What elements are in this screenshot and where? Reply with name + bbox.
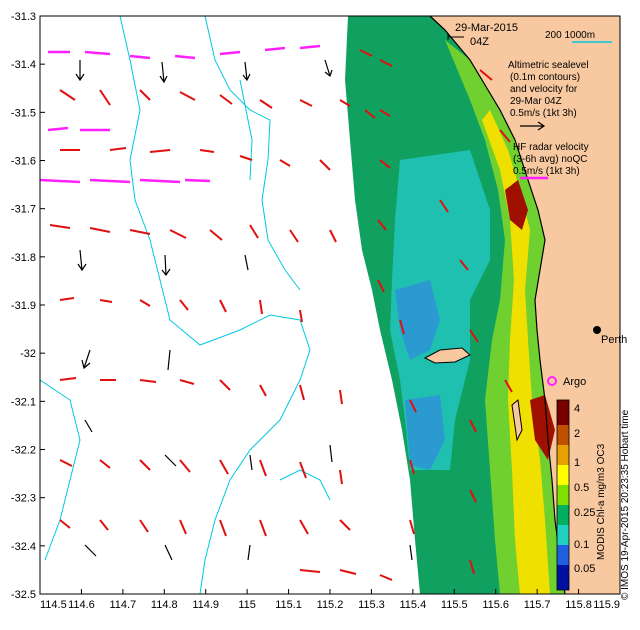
- colorbar-tick-1: 1: [574, 457, 580, 469]
- rottnest-island: [423, 347, 471, 364]
- hf-legend-line3: 0.5m/s (1kt 3h): [513, 166, 580, 177]
- colorbar: 4 2 1 0.5 0.25 0.1 0.05: [556, 399, 595, 591]
- x-tick-label: 114.5: [40, 599, 67, 611]
- coastline: [429, 15, 566, 595]
- colorbar-tick-0.5: 0.5: [574, 482, 589, 494]
- x-tick-label: 115.9: [593, 599, 620, 611]
- x-tick-label: 115.4: [399, 599, 426, 611]
- hf-legend-line1: HF radar velocity: [513, 142, 589, 153]
- y-tick-label: -31.7: [11, 204, 36, 216]
- land-mass: [430, 16, 620, 594]
- x-tick-label: 115: [238, 599, 256, 611]
- colorbar-tick-2: 2: [574, 428, 580, 440]
- colorbar-tick-0.1: 0.1: [574, 539, 589, 551]
- perth-label: Perth: [601, 334, 627, 346]
- y-tick-label: -32.3: [11, 493, 36, 505]
- x-tick-label: 115.1: [275, 599, 302, 611]
- x-tick-label: 115.6: [482, 599, 509, 611]
- colorbar-tick-0.25: 0.25: [574, 507, 595, 519]
- colorbar-tick-4: 4: [574, 403, 580, 415]
- altimetric-legend: Altimetric sealevel (0.1m contours) and …: [508, 60, 589, 131]
- x-tick-label: 115.2: [317, 599, 344, 611]
- argo-label: Argo: [563, 376, 586, 388]
- alt-legend-line2: (0.1m contours): [510, 72, 580, 83]
- altimetric-velocity-arrows: [75, 59, 413, 561]
- y-tick-label: -31.3: [11, 11, 36, 23]
- x-tick-label: 114.8: [151, 599, 178, 611]
- y-tick-label: -32.4: [11, 541, 36, 553]
- scale-bar-label: 200 1000m: [545, 30, 595, 41]
- x-tick-label: 114.9: [192, 599, 219, 611]
- header-date: 29-Mar-2015: [455, 22, 518, 34]
- alt-legend-line5: 0.5m/s (1kt 3h): [510, 108, 577, 119]
- x-tick-label: 115.7: [524, 599, 551, 611]
- x-tick-label: 115.8: [565, 599, 592, 611]
- hf-legend-line2: (3-6h avg) noQC: [513, 154, 587, 165]
- x-axis: 114.5 114.6 114.7 114.8 114.9 115 115.1 115.2 11…: [39, 589, 621, 611]
- y-tick-label: -31.4: [11, 59, 36, 71]
- y-tick-label: -31.9: [11, 300, 36, 312]
- hf-radar-arrows: [39, 44, 548, 184]
- argo-marker[interactable]: [547, 376, 557, 386]
- x-tick-label: 115.5: [441, 599, 468, 611]
- alt-legend-line3: and velocity for: [510, 84, 578, 95]
- alt-legend-arrow: [520, 121, 546, 131]
- alt-legend-line4: 29-Mar 04Z: [510, 96, 562, 107]
- y-tick-label: -32.2: [11, 445, 36, 457]
- header-time: 04Z: [470, 36, 489, 48]
- colorbar-label: MODIS Chl-a mg/m3 OC3: [596, 443, 607, 560]
- x-tick-label: 115.3: [358, 599, 385, 611]
- chlorophyll-swath: [345, 16, 565, 594]
- y-tick-label: -32.1: [11, 396, 36, 408]
- y-axis: -31.3 -31.4 -31.5 -31.6 -31.7 -31.8 -31.9 -32 -3…: [11, 11, 45, 601]
- credit-text: © IMOS 19-Apr-2015 20:23:35 Hobart time: [620, 409, 631, 600]
- perth-marker[interactable]: [593, 326, 601, 334]
- y-tick-label: -31.5: [11, 107, 36, 119]
- hf-radar-legend: HF radar velocity (3-6h avg) noQC 0.5m/s…: [513, 142, 589, 177]
- x-tick-label: 114.7: [109, 599, 136, 611]
- header-vector-marker: [447, 34, 464, 40]
- colorbar-tick-0.05: 0.05: [574, 563, 595, 575]
- y-tick-label: -32.5: [11, 589, 36, 601]
- isobath-contours: [39, 15, 331, 595]
- y-tick-label: -32: [20, 348, 36, 360]
- garden-island: [511, 399, 523, 442]
- alt-legend-line1: Altimetric sealevel: [508, 60, 589, 71]
- y-tick-label: -31.6: [11, 156, 36, 168]
- y-tick-label: -31.8: [11, 252, 36, 264]
- x-tick-label: 114.6: [68, 599, 95, 611]
- radar-vector-field: [49, 49, 513, 581]
